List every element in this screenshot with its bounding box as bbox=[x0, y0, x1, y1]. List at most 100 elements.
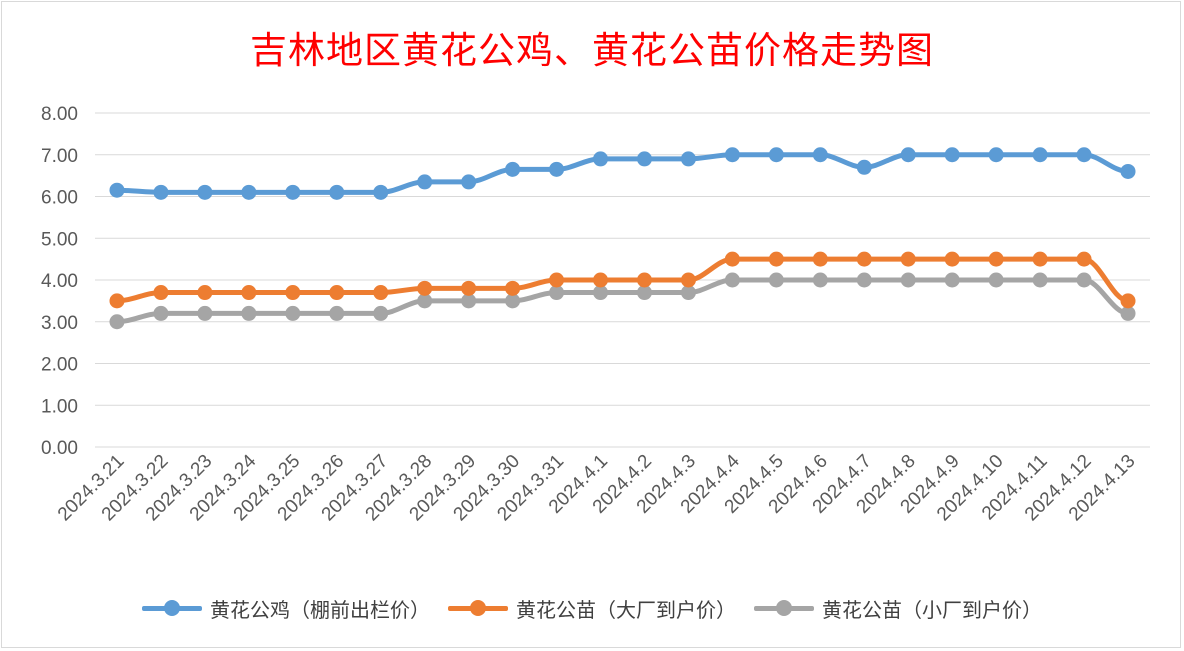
data-point bbox=[636, 151, 652, 167]
data-point bbox=[812, 272, 828, 288]
data-point bbox=[593, 151, 609, 167]
data-point bbox=[549, 161, 565, 177]
data-point bbox=[1076, 251, 1092, 267]
data-point bbox=[900, 147, 916, 163]
data-point bbox=[988, 272, 1004, 288]
data-point bbox=[1120, 293, 1136, 309]
data-point bbox=[636, 285, 652, 301]
legend-label: 黄花公苗（大厂到户价） bbox=[516, 597, 736, 622]
data-point bbox=[944, 272, 960, 288]
data-point bbox=[856, 272, 872, 288]
y-tick-label: 0.00 bbox=[41, 438, 78, 459]
data-point bbox=[900, 272, 916, 288]
data-point bbox=[812, 147, 828, 163]
y-tick-label: 7.00 bbox=[41, 146, 78, 167]
data-point bbox=[1032, 147, 1048, 163]
data-point bbox=[636, 272, 652, 288]
data-point bbox=[812, 251, 828, 267]
gridlines bbox=[95, 112, 1150, 448]
legend-item: 黄花公苗（小厂到户价） bbox=[754, 594, 1042, 623]
legend: 黄花公鸡（棚前出栏价） 黄花公苗（大厂到户价） 黄花公苗（小厂到户价） bbox=[0, 588, 1184, 628]
data-point bbox=[944, 251, 960, 267]
data-point bbox=[241, 184, 257, 200]
data-point bbox=[329, 285, 345, 301]
data-point bbox=[285, 305, 301, 321]
y-tick-label: 8.00 bbox=[41, 104, 78, 125]
data-point bbox=[505, 161, 521, 177]
data-point bbox=[680, 151, 696, 167]
data-point bbox=[241, 305, 257, 321]
chart-title: 吉林地区黄花公鸡、黄花公苗价格走势图 bbox=[250, 29, 934, 72]
x-axis-ticks: 2024.3.212024.3.222024.3.232024.3.242024… bbox=[54, 450, 1140, 525]
data-point bbox=[549, 285, 565, 301]
data-point bbox=[329, 184, 345, 200]
data-point bbox=[417, 293, 433, 309]
legend-label: 黄花公鸡（棚前出栏价） bbox=[210, 597, 430, 622]
y-axis-ticks: 0.00 1.00 2.00 3.00 4.00 5.00 6.00 7.00 8.00 bbox=[41, 104, 78, 459]
data-point bbox=[1032, 272, 1048, 288]
data-point bbox=[944, 147, 960, 163]
data-point bbox=[900, 251, 916, 267]
data-point bbox=[1120, 305, 1136, 321]
legend-swatch bbox=[142, 598, 202, 618]
data-point bbox=[593, 272, 609, 288]
y-tick-label: 6.00 bbox=[41, 188, 78, 209]
data-point bbox=[505, 293, 521, 309]
legend-item: 黄花公苗（大厂到户价） bbox=[448, 594, 736, 623]
series-line bbox=[114, 152, 1131, 195]
legend-item: 黄花公鸡（棚前出栏价） bbox=[142, 594, 430, 623]
data-point bbox=[768, 147, 784, 163]
data-point bbox=[461, 174, 477, 190]
data-point bbox=[285, 184, 301, 200]
y-tick-label: 2.00 bbox=[41, 355, 78, 376]
data-point bbox=[285, 285, 301, 301]
data-point bbox=[329, 305, 345, 321]
data-point bbox=[373, 285, 389, 301]
data-point bbox=[373, 305, 389, 321]
data-point bbox=[373, 184, 389, 200]
data-point bbox=[417, 174, 433, 190]
series-group bbox=[109, 147, 1136, 330]
data-point bbox=[768, 272, 784, 288]
data-point bbox=[109, 182, 125, 198]
y-tick-label: 4.00 bbox=[41, 271, 78, 292]
data-point bbox=[724, 251, 740, 267]
data-point bbox=[461, 280, 477, 296]
data-point bbox=[1120, 163, 1136, 179]
legend-swatch bbox=[448, 598, 508, 618]
data-point bbox=[724, 147, 740, 163]
data-point bbox=[593, 285, 609, 301]
data-point bbox=[109, 314, 125, 330]
y-tick-label: 3.00 bbox=[41, 313, 78, 334]
data-point bbox=[988, 147, 1004, 163]
y-tick-label: 1.00 bbox=[41, 396, 78, 417]
data-point bbox=[197, 285, 213, 301]
data-point bbox=[1076, 147, 1092, 163]
data-point bbox=[241, 285, 257, 301]
data-point bbox=[680, 285, 696, 301]
data-point bbox=[856, 159, 872, 175]
data-point bbox=[153, 184, 169, 200]
data-point bbox=[988, 251, 1004, 267]
data-point bbox=[724, 272, 740, 288]
legend-label: 黄花公苗（小厂到户价） bbox=[822, 597, 1042, 622]
data-point bbox=[680, 272, 696, 288]
data-point bbox=[461, 293, 477, 309]
data-point bbox=[856, 251, 872, 267]
data-point bbox=[1032, 251, 1048, 267]
legend-swatch bbox=[754, 598, 814, 618]
data-point bbox=[197, 305, 213, 321]
data-point bbox=[153, 305, 169, 321]
data-point bbox=[768, 251, 784, 267]
data-point bbox=[109, 293, 125, 309]
data-point bbox=[197, 184, 213, 200]
data-point bbox=[1076, 272, 1092, 288]
data-point bbox=[417, 280, 433, 296]
data-point bbox=[505, 280, 521, 296]
data-point bbox=[549, 272, 565, 288]
y-tick-label: 5.00 bbox=[41, 229, 78, 250]
series-line bbox=[114, 277, 1131, 325]
data-point bbox=[153, 285, 169, 301]
